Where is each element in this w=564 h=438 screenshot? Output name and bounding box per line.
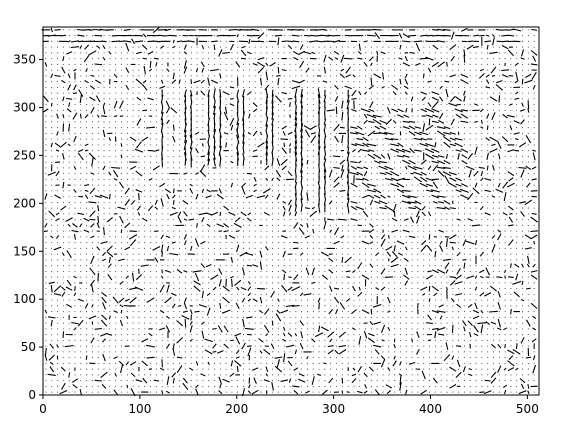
quiver-field — [41, 26, 539, 397]
y-tick-label: 0 — [28, 388, 36, 402]
x-tick-label: 0 — [39, 402, 47, 416]
x-tick-label: 400 — [419, 402, 442, 416]
y-tick-label: 300 — [13, 101, 36, 115]
y-tick-label: 200 — [13, 196, 36, 210]
x-tick-label: 200 — [225, 402, 248, 416]
y-tick-label: 350 — [13, 53, 36, 67]
x-axis: 0 100 200 300 400 500 — [39, 395, 539, 416]
y-tick-label: 250 — [13, 148, 36, 162]
x-tick-label: 100 — [128, 402, 151, 416]
plot-frame — [42, 26, 540, 396]
y-tick-label: 150 — [13, 244, 36, 258]
x-tick-label: 500 — [516, 402, 539, 416]
y-tick-label: 50 — [21, 340, 36, 354]
y-axis: 0 50 100 150 200 250 300 350 — [13, 53, 43, 402]
y-tick-label: 100 — [13, 292, 36, 306]
quiver-arrows — [41, 26, 539, 397]
x-tick-label: 300 — [322, 402, 345, 416]
